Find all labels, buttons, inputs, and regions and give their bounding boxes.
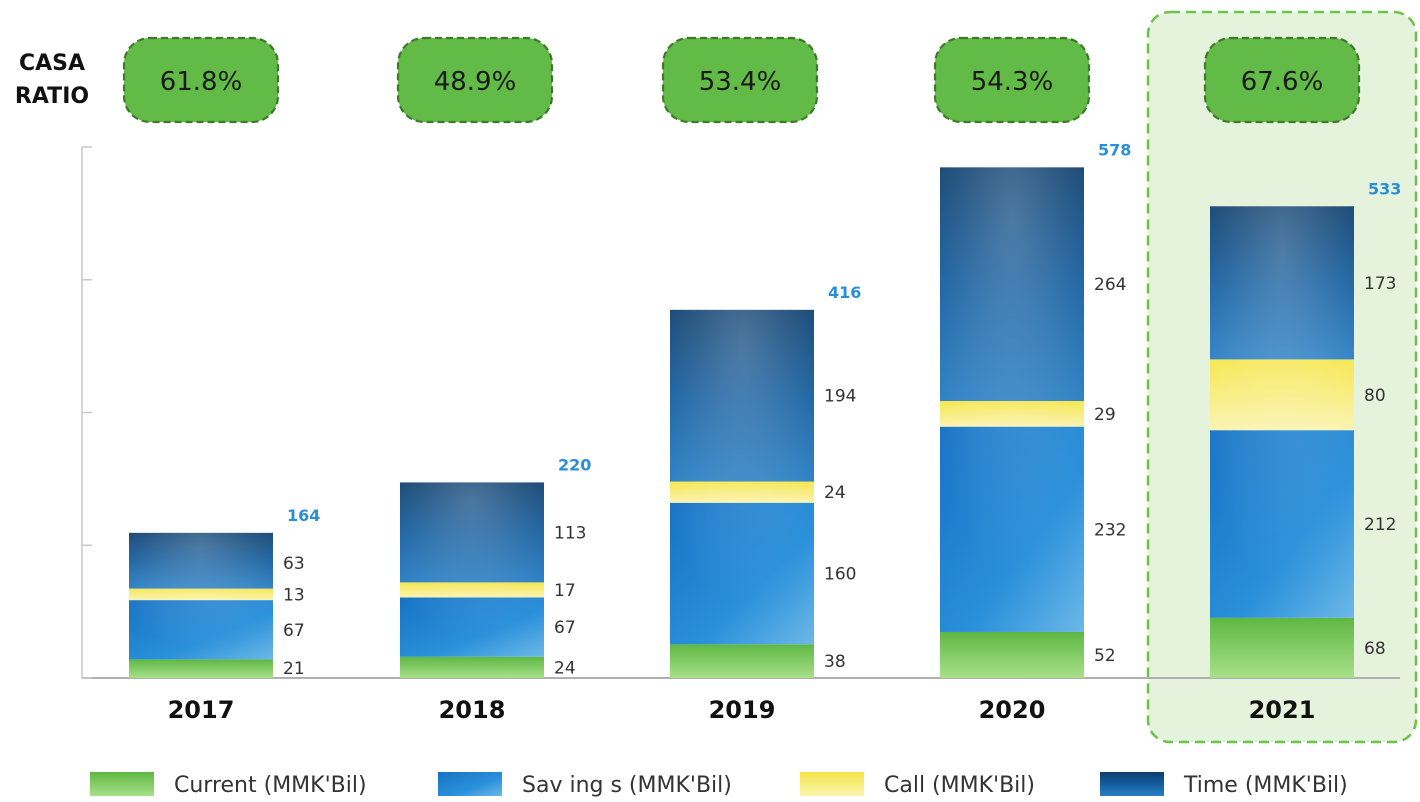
casa-ratio-value-2019: 53.4% [699,67,782,97]
legend-swatch-current [90,772,154,796]
legend-label-time: Time (MMK'Bil) [1183,773,1348,798]
casa-ratio-value-2017: 61.8% [160,67,243,97]
y-axis-ticks [82,146,92,679]
value-label-time-2021: 173 [1364,274,1396,294]
legend-label-call: Call (MMK'Bil) [884,773,1035,798]
casa-ratio-badge-2021 [1203,36,1361,124]
value-label-time-2020: 264 [1094,275,1126,295]
total-label-2019: 416 [828,283,861,302]
stacked-bars [129,167,1354,679]
value-label-time-2017: 63 [283,554,305,574]
x-axis-label-2018: 2018 [439,696,506,724]
value-label-current-2019: 38 [824,652,846,672]
value-label-call-2017: 13 [283,585,305,605]
x-axis-label-2017: 2017 [168,696,235,724]
legend-label-savings: Sav ing s (MMK'Bil) [522,773,732,798]
value-label-current-2020: 52 [1094,646,1116,666]
bar-shine-2021 [1210,206,1354,679]
value-label-current-2021: 68 [1364,639,1386,659]
value-label-time-2019: 194 [824,387,856,407]
bar-shine-2020 [940,167,1084,679]
legend-swatch-call [800,772,864,796]
casa-ratio-badge-2018 [396,36,554,124]
casa-ratio-label-line2: RATIO [15,84,89,109]
total-label-2021: 533 [1368,179,1401,198]
value-label-call-2018: 17 [554,581,576,601]
value-label-current-2018: 24 [554,658,576,678]
casa-ratio-badge-2020 [933,36,1091,124]
bar-shine-2018 [400,482,544,678]
value-label-savings-2020: 232 [1094,520,1126,540]
legend: Current (MMK'Bil) Sav ing s (MMK'Bil) Call… [90,772,1348,798]
casa-ratio-badge-2019 [661,36,819,124]
x-axis-label-2020: 2020 [979,696,1046,724]
casa-ratio-badge-2017 [122,36,280,124]
bar-shine-2017 [129,532,273,678]
x-axis-label-2019: 2019 [709,696,776,724]
total-label-2020: 578 [1098,140,1131,159]
total-label-2018: 220 [558,455,591,474]
value-label-call-2020: 29 [1094,405,1116,425]
casa-ratio-value-2018: 48.9% [434,67,517,97]
bar-labels: 21 67 13 63 164 24 67 17 113 220 38 160 24 194 416 52 23… [283,140,1401,679]
legend-label-current: Current (MMK'Bil) [174,773,367,798]
casa-ratio-value-2020: 54.3% [971,67,1054,97]
x-axis-label-2021: 2021 [1249,696,1316,724]
legend-swatch-savings [438,772,502,796]
value-label-savings-2021: 212 [1364,515,1396,535]
total-label-2017: 164 [287,506,320,525]
value-label-savings-2017: 67 [283,621,305,641]
value-label-time-2018: 113 [554,523,586,543]
x-axis-labels: 2017 2018 2019 2020 2021 [168,696,1316,724]
value-label-savings-2019: 160 [824,565,856,585]
bar-shine-2019 [670,309,814,678]
value-label-call-2021: 80 [1364,386,1386,406]
legend-swatch-time [1100,772,1164,796]
casa-ratio-label-line1: CASA [19,51,85,76]
casa-ratio-value-2021: 67.6% [1241,67,1324,97]
value-label-current-2017: 21 [283,659,305,679]
value-label-savings-2018: 67 [554,618,576,638]
value-label-call-2019: 24 [824,483,846,503]
casa-ratio-badges: 61.8% 48.9% 53.4% 54.3% 67.6% [122,36,1361,124]
